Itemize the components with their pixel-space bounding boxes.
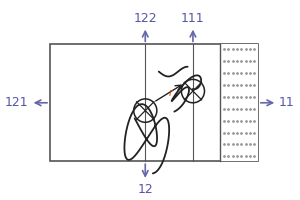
Bar [50,44,258,161]
Text: 121: 121 [5,96,29,109]
Text: 122: 122 [134,12,157,25]
Text: r: r [169,88,173,98]
Text: 11: 11 [279,96,295,109]
Text: 12: 12 [137,183,153,196]
Text: 111: 111 [181,12,205,25]
Bar [220,44,258,161]
